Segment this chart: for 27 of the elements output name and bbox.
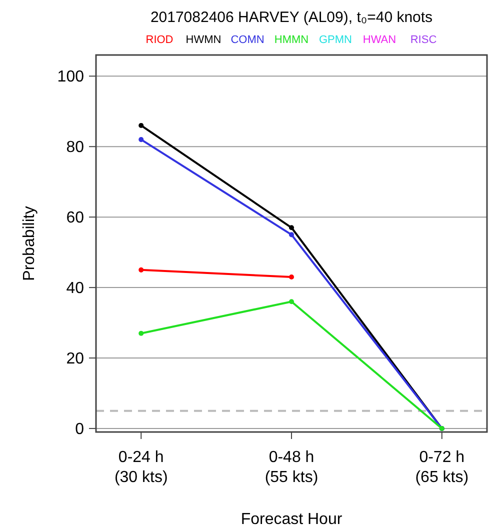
x-tick-label: 0-48 h (55 kts)	[264, 449, 318, 486]
text: HMMN	[274, 34, 309, 46]
legend-label: HWAN	[362, 34, 396, 46]
chart-title: 2017082406 HARVEY (AL09), t₀=40 knots	[150, 9, 433, 26]
y-tick-label: 0	[75, 421, 84, 438]
text: RIOD	[146, 34, 174, 46]
legend-label: GPMN	[319, 34, 352, 46]
x-tick-label: 0-72 h (65 kts)	[415, 449, 469, 486]
point	[138, 137, 144, 142]
x-tick-label: 0-24 h (30 kts)	[114, 449, 168, 486]
point	[288, 232, 294, 238]
point	[288, 274, 294, 280]
point	[288, 225, 294, 230]
legend-label: RISC	[410, 34, 437, 46]
point	[138, 330, 144, 336]
point	[138, 267, 144, 272]
y-tick-label: 20	[66, 350, 84, 368]
y-tick-label: 40	[66, 280, 84, 298]
y-tick-label: 100	[57, 68, 84, 86]
text: HWMN	[186, 34, 222, 46]
y-tick-label: 60	[66, 210, 84, 227]
point	[138, 122, 144, 128]
y-axis-title: Probability	[21, 206, 38, 281]
point	[288, 299, 294, 304]
x-axis-title: Forecast Hour	[240, 511, 343, 528]
y-tick-label: 80	[66, 139, 84, 156]
text: COMN	[230, 34, 264, 46]
